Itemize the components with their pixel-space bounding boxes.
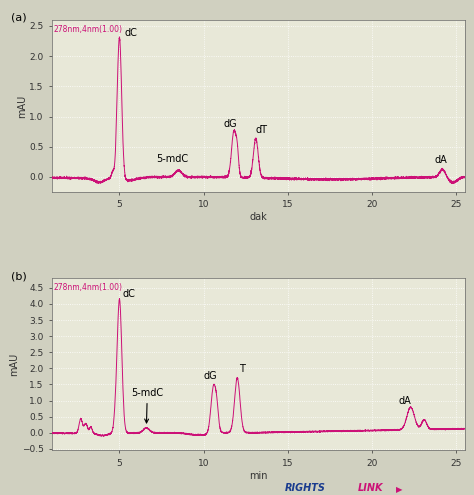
Text: dA: dA xyxy=(399,396,411,406)
X-axis label: dak: dak xyxy=(249,212,267,222)
Text: dC: dC xyxy=(123,289,136,299)
X-axis label: min: min xyxy=(249,471,268,481)
Text: dG: dG xyxy=(204,371,217,381)
Y-axis label: mAU: mAU xyxy=(9,353,19,376)
Text: 5-mdC: 5-mdC xyxy=(131,388,164,423)
Text: (b): (b) xyxy=(11,271,27,281)
Text: dT: dT xyxy=(256,125,268,135)
Text: LINK: LINK xyxy=(358,483,383,493)
Text: dC: dC xyxy=(125,28,137,38)
Text: T: T xyxy=(239,364,245,374)
Text: dA: dA xyxy=(434,155,447,165)
Y-axis label: mAU: mAU xyxy=(17,95,27,117)
Text: (a): (a) xyxy=(11,13,27,23)
Text: RIGHTS: RIGHTS xyxy=(284,483,325,493)
Text: 278nm,4nm(1.00): 278nm,4nm(1.00) xyxy=(54,283,123,292)
Text: ▶: ▶ xyxy=(396,485,402,494)
Text: 5-mdC: 5-mdC xyxy=(156,154,189,164)
Text: 278nm,4nm(1.00): 278nm,4nm(1.00) xyxy=(54,25,123,34)
Text: dG: dG xyxy=(224,119,237,129)
